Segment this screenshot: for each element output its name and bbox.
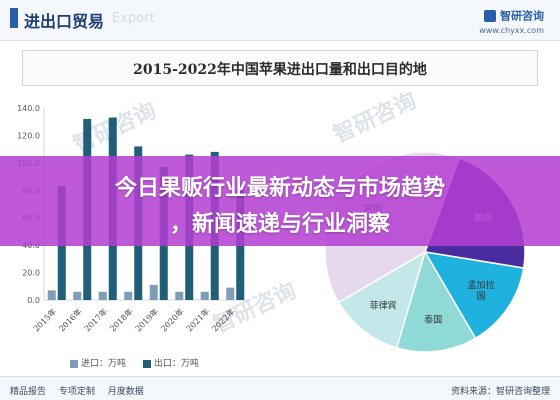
legend-label-import: 进口：万吨 — [81, 359, 127, 369]
y-tick-label: 20.0 — [22, 269, 40, 278]
legend-swatch-export — [142, 359, 151, 368]
pie-slice-label: 泰国 — [424, 314, 442, 326]
footer-links: 精品报告 专项定制 月度数据 — [10, 384, 154, 397]
legend-swatch-import — [70, 359, 78, 368]
pie-slice-label: 孟加拉 — [468, 279, 495, 291]
y-tick-label: 120.0 — [17, 131, 40, 140]
x-tick-label: 2017年 — [82, 306, 109, 333]
brand[interactable]: 智研咨询 www.chyxx.com — [479, 5, 544, 35]
section-watermark-text: Export — [112, 11, 155, 26]
legend-item-import: 进口：万吨 — [70, 359, 126, 369]
x-tick-label: 2016年 — [57, 306, 84, 333]
footer-link-monthly[interactable]: 月度数据 — [107, 387, 144, 397]
x-tick-label: 2018年 — [108, 306, 135, 333]
brand-url: www.chyxx.com — [479, 26, 544, 35]
chart-title: 2015-2022年中国苹果进出口量和出口目的地 — [133, 62, 427, 78]
section-title: 进出口贸易 — [24, 12, 105, 31]
y-tick-label: 0.0 — [27, 296, 40, 305]
pie-slice — [337, 250, 427, 349]
bar-import — [98, 291, 107, 300]
footer-source: 资料来源：智研咨询整理 — [450, 387, 550, 397]
bar-import — [47, 290, 56, 300]
bar-import — [200, 291, 209, 300]
x-tick-label: 2022年 — [210, 306, 237, 333]
chart-title-box: 2015-2022年中国苹果进出口量和出口目的地 — [22, 50, 538, 86]
pie-slice-label: 国 — [477, 291, 486, 302]
footer-bar: 精品报告 专项定制 月度数据 资料来源：智研咨询整理 — [0, 376, 560, 400]
brand-name: 智研咨询 — [500, 9, 544, 23]
top-bar: 进出口贸易 Export 智研咨询 www.chyxx.com — [0, 0, 560, 41]
headline-line-1: 今日果贩行业最新动态与市场趋势 — [114, 176, 445, 201]
headline-line-2: ，新闻速递与行业洞察 — [169, 212, 390, 237]
bar-import — [226, 287, 235, 300]
bar-import — [149, 284, 158, 300]
chart-legend: 进口：万吨 出口：万吨 — [70, 356, 213, 369]
pie-slice — [423, 251, 525, 340]
pie-slice-label: 菲律宾 — [370, 300, 397, 312]
bar-import — [124, 291, 133, 300]
x-tick-label: 2021年 — [184, 306, 211, 333]
footer-link-custom[interactable]: 专项定制 — [58, 387, 95, 397]
y-tick-label: 140.0 — [17, 104, 40, 113]
bar-import — [73, 291, 82, 300]
legend-item-export: 出口：万吨 — [142, 359, 199, 369]
brand-logo-icon — [484, 9, 496, 22]
section-accent-bar — [10, 8, 18, 28]
x-tick-label: 2019年 — [133, 306, 160, 333]
x-tick-label: 2015年 — [31, 306, 58, 333]
headline-banner[interactable]: 今日果贩行业最新动态与市场趋势 ，新闻速递与行业洞察 — [0, 156, 560, 246]
legend-label-export: 出口：万吨 — [153, 359, 199, 369]
x-tick-label: 2020年 — [159, 306, 186, 333]
pie-slice — [395, 250, 477, 353]
bar-import — [175, 291, 184, 300]
footer-link-reports[interactable]: 精品报告 — [10, 387, 47, 397]
